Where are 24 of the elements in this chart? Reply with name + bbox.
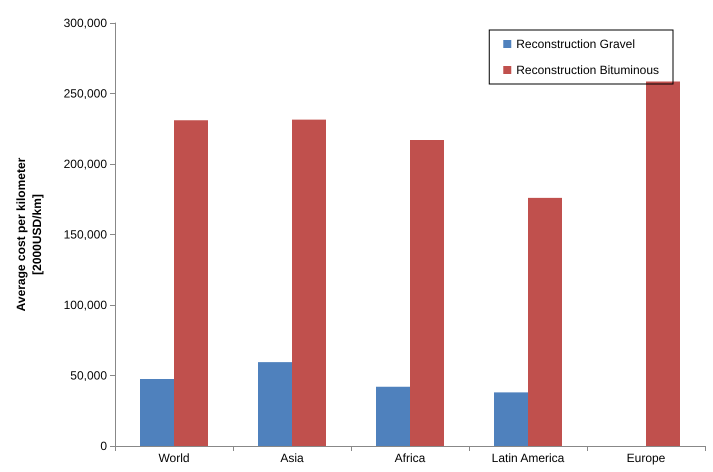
bar: [292, 120, 326, 446]
x-tick-label: Europe: [626, 451, 666, 465]
y-tick-label: 300,000: [64, 16, 108, 30]
y-tick-label: 150,000: [64, 228, 108, 242]
y-tick-label: 100,000: [64, 298, 108, 312]
y-tick-label: 0: [100, 439, 108, 453]
bar: [258, 362, 292, 446]
bar: [528, 198, 562, 446]
bar: [174, 120, 208, 446]
bar: [376, 386, 410, 446]
y-tick-label: 50,000: [70, 368, 108, 382]
x-tick-label: Asia: [280, 451, 304, 465]
x-tick-label: Africa: [394, 451, 426, 465]
y-axis-title: Average cost per kilometer [2000USD/km]: [14, 157, 44, 312]
legend-label: Reconstruction Gravel: [516, 37, 635, 51]
x-tick-label: World: [158, 451, 190, 465]
bar: [494, 392, 528, 446]
bar: [646, 82, 680, 446]
bar: [140, 379, 174, 446]
bar: [410, 140, 444, 446]
y-tick-label: 250,000: [64, 86, 108, 100]
x-tick-label: Latin America: [492, 451, 565, 465]
legend-label: Reconstruction Bituminous: [516, 63, 659, 77]
y-tick-label: 200,000: [64, 157, 108, 171]
